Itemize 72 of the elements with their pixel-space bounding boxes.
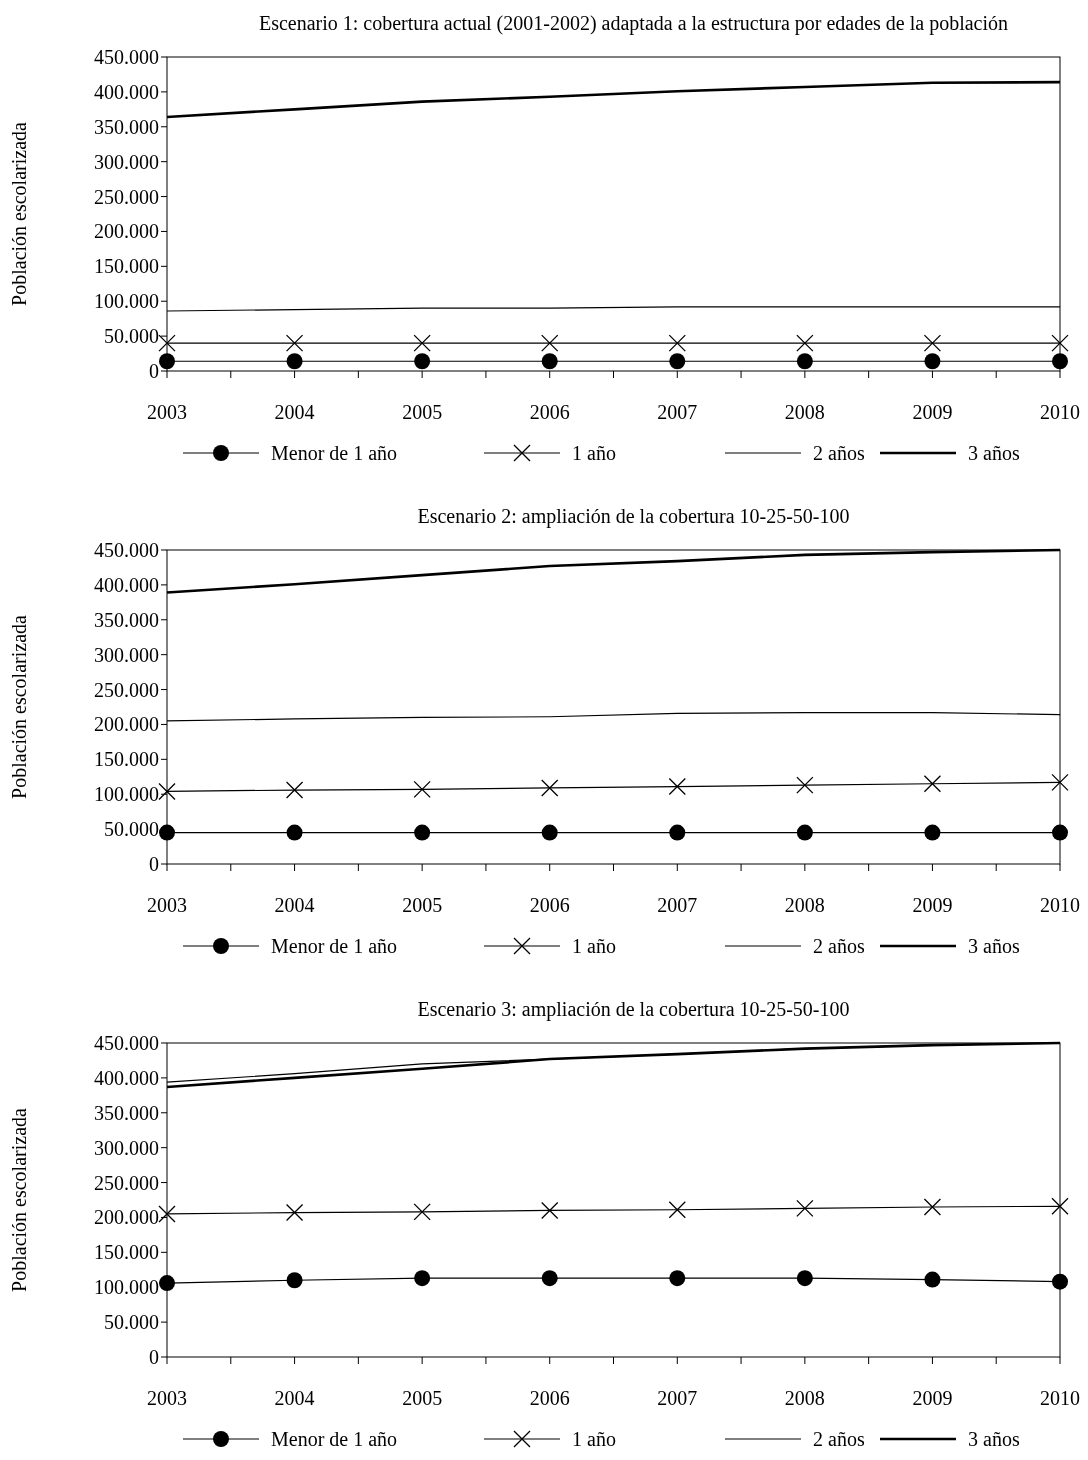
y-tick-label: 200.000 (94, 713, 159, 736)
y-tick-label: 300.000 (94, 1136, 159, 1159)
x-tick-label: 2003 (147, 894, 187, 916)
chart-title: Escenario 2: ampliación de la cobertura 10-25-50-100 (417, 505, 850, 528)
x-tick-label: 2004 (274, 1387, 315, 1409)
x-tick-label: 2007 (657, 1387, 698, 1409)
y-tick-label: 50.000 (104, 818, 159, 841)
x-tick-label: 2009 (912, 894, 953, 916)
y-tick-label: 300.000 (94, 643, 159, 666)
y-tick-label: 50.000 (104, 325, 159, 348)
legend-label: 3 años (968, 1428, 1020, 1450)
y-tick-label: 450.000 (94, 1032, 159, 1054)
x-tick-label: 2008 (784, 401, 825, 423)
y-axis-title: Población escolarizada (8, 1107, 30, 1292)
y-tick-label: 400.000 (94, 1066, 159, 1089)
chart-title: Escenario 1: cobertura actual (2001-2002) adaptada a la estructura por edades de la población (258, 12, 1009, 35)
y-tick-label: 200.000 (94, 1206, 159, 1229)
x-tick-label: 2010 (1040, 894, 1080, 916)
y-tick-label: 0 (149, 1346, 159, 1368)
y-tick-label: 150.000 (94, 748, 159, 771)
y-tick-label: 450.000 (94, 539, 159, 561)
x-tick-label: 2005 (402, 894, 443, 916)
legend-label: 1 año (572, 935, 616, 957)
x-tick-label: 2006 (529, 401, 570, 423)
y-tick-label: 250.000 (94, 1171, 159, 1194)
y-tick-label: 300.000 (94, 150, 159, 173)
y-tick-label: 150.000 (94, 255, 159, 278)
y-tick-label: 350.000 (94, 1101, 159, 1124)
y-tick-label: 0 (149, 853, 159, 875)
legend-label: 2 años (813, 1428, 865, 1450)
y-tick-label: 400.000 (94, 80, 159, 103)
y-tick-label: 100.000 (94, 1276, 159, 1299)
y-tick-label: 400.000 (94, 573, 159, 596)
x-tick-label: 2006 (529, 894, 570, 916)
x-tick-label: 2007 (657, 401, 698, 423)
legend-label: 2 años (813, 935, 865, 957)
legend-label: 1 año (572, 1428, 616, 1450)
x-tick-label: 2004 (274, 894, 315, 916)
legend-label: Menor de 1 año (271, 935, 398, 957)
chart-title: Escenario 3: ampliación de la cobertura 10-25-50-100 (417, 998, 850, 1021)
legend-label: 3 años (968, 442, 1020, 464)
y-tick-label: 350.000 (94, 608, 159, 631)
x-tick-label: 2005 (402, 1387, 443, 1409)
y-tick-label: 250.000 (94, 185, 159, 208)
legend-label: 1 año (572, 442, 616, 464)
x-tick-label: 2005 (402, 401, 443, 423)
y-tick-label: 150.000 (94, 1241, 159, 1264)
y-tick-label: 200.000 (94, 220, 159, 243)
y-tick-label: 250.000 (94, 678, 159, 701)
legend-label: Menor de 1 año (271, 442, 398, 464)
y-tick-label: 50.000 (104, 1311, 159, 1334)
y-tick-label: 100.000 (94, 783, 159, 806)
x-tick-label: 2007 (657, 894, 698, 916)
x-tick-label: 2008 (784, 1387, 825, 1409)
legend-label: Menor de 1 año (271, 1428, 398, 1450)
y-axis-title: Población escolarizada (8, 121, 30, 306)
x-tick-label: 2009 (912, 1387, 953, 1409)
x-tick-label: 2003 (147, 1387, 187, 1409)
x-tick-label: 2010 (1040, 401, 1080, 423)
x-tick-label: 2009 (912, 401, 953, 423)
x-tick-label: 2003 (147, 401, 187, 423)
legend-label: 3 años (968, 935, 1020, 957)
x-tick-label: 2010 (1040, 1387, 1080, 1409)
x-tick-label: 2006 (529, 1387, 570, 1409)
y-axis-title: Población escolarizada (8, 614, 30, 799)
legend-label: 2 años (813, 442, 865, 464)
x-tick-label: 2004 (274, 401, 315, 423)
y-tick-label: 0 (149, 360, 159, 382)
y-tick-label: 100.000 (94, 290, 159, 313)
y-tick-label: 350.000 (94, 115, 159, 138)
y-tick-label: 450.000 (94, 46, 159, 68)
x-tick-label: 2008 (784, 894, 825, 916)
